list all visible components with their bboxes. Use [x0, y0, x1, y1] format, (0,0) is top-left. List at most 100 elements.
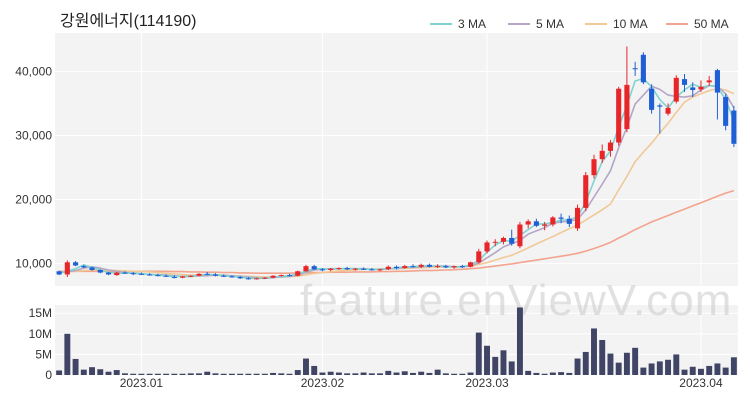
x-tick-label: 2023.03	[465, 376, 509, 390]
candle-body	[311, 266, 317, 270]
candle-body	[525, 221, 531, 225]
candle	[714, 68, 720, 120]
volume-bar	[566, 372, 573, 375]
candle-body	[451, 266, 457, 268]
price-tick-label: 30,000	[15, 128, 52, 142]
candle-body	[402, 266, 408, 269]
volume-bar	[467, 372, 474, 375]
candle	[443, 264, 449, 269]
volume-bar	[673, 354, 680, 375]
volume-bar	[648, 363, 655, 375]
volume-bar	[105, 371, 112, 375]
candle-body	[435, 266, 441, 268]
candle-body	[147, 274, 153, 276]
volume-bar	[484, 345, 490, 375]
candle-body	[632, 68, 638, 70]
volume-bar	[623, 352, 630, 375]
legend-item: 50 MA	[666, 17, 729, 31]
candle-body	[509, 237, 515, 244]
price-tick-label: 40,000	[15, 64, 52, 78]
volume-bar	[286, 373, 293, 375]
candle	[303, 264, 309, 272]
volume-bar	[525, 370, 532, 375]
candle	[179, 275, 186, 279]
volume-tick-label: 10M	[29, 327, 52, 341]
volume-bar	[319, 372, 326, 375]
candle	[352, 268, 358, 271]
volume-bar	[327, 371, 334, 375]
candle	[105, 271, 112, 276]
candle	[665, 103, 671, 116]
candle-body	[56, 271, 62, 275]
volume-bar	[121, 373, 128, 375]
candle-body	[410, 266, 416, 268]
volume-bar	[500, 350, 507, 375]
candle	[385, 265, 391, 270]
volume-bar	[344, 373, 351, 375]
volume-bar	[352, 373, 359, 375]
volume-bar	[303, 358, 309, 375]
candle-body	[385, 266, 391, 270]
volume-bar	[163, 373, 170, 375]
candle-body	[369, 269, 375, 271]
candle-body	[97, 269, 103, 273]
candle	[328, 268, 334, 272]
candle	[114, 271, 120, 276]
candle-body	[607, 142, 614, 151]
candle	[270, 275, 276, 279]
candle	[377, 268, 383, 272]
candle	[311, 264, 317, 270]
candle-body	[212, 274, 219, 276]
candle	[196, 273, 202, 277]
candle-body	[393, 266, 400, 269]
candle-body	[81, 266, 87, 268]
candle	[295, 270, 301, 277]
candle	[607, 139, 614, 157]
candle-body	[591, 159, 597, 176]
candle	[509, 229, 515, 246]
candle-body	[155, 275, 161, 277]
candle-body	[599, 150, 605, 160]
volume-bar	[294, 370, 301, 375]
volume-bar	[730, 357, 737, 375]
watermark: feature.enViewV.com	[300, 276, 732, 325]
volume-bar	[253, 373, 260, 375]
candle	[468, 261, 474, 268]
candle-body	[89, 267, 95, 270]
candle-body	[245, 278, 251, 280]
volume-bar	[591, 328, 597, 375]
candle	[435, 264, 441, 269]
candle-body	[122, 272, 128, 274]
candle-body	[533, 221, 539, 226]
volume-bar	[607, 353, 614, 375]
candle-body	[574, 207, 581, 229]
volume-bar	[665, 359, 672, 375]
candle	[188, 275, 194, 278]
candle-body	[418, 264, 424, 267]
candle	[410, 264, 416, 268]
x-tick-label: 2023.01	[120, 376, 164, 390]
volume-bar	[615, 362, 622, 375]
candle-body	[731, 110, 737, 144]
volume-bar	[237, 373, 244, 375]
legend: 3 MA 5 MA 10 MA 50 MA	[430, 17, 729, 31]
volume-bar	[56, 370, 63, 375]
candle	[393, 265, 400, 270]
legend-item: 3 MA	[430, 17, 486, 31]
candle	[681, 73, 688, 92]
candle-body	[171, 277, 177, 279]
volume-bar	[187, 373, 194, 375]
volume-bar	[89, 367, 95, 375]
volume-bar	[196, 373, 202, 375]
candle	[542, 221, 548, 231]
candle	[237, 275, 243, 279]
candle-body	[254, 278, 260, 280]
candle-body	[468, 262, 474, 267]
candle	[262, 277, 268, 279]
volume-bar	[80, 369, 87, 375]
volume-tick-label: 5M	[35, 347, 52, 361]
volume-bar	[558, 372, 565, 375]
candle	[344, 266, 350, 270]
candle-body	[138, 273, 144, 275]
candle	[97, 269, 103, 274]
